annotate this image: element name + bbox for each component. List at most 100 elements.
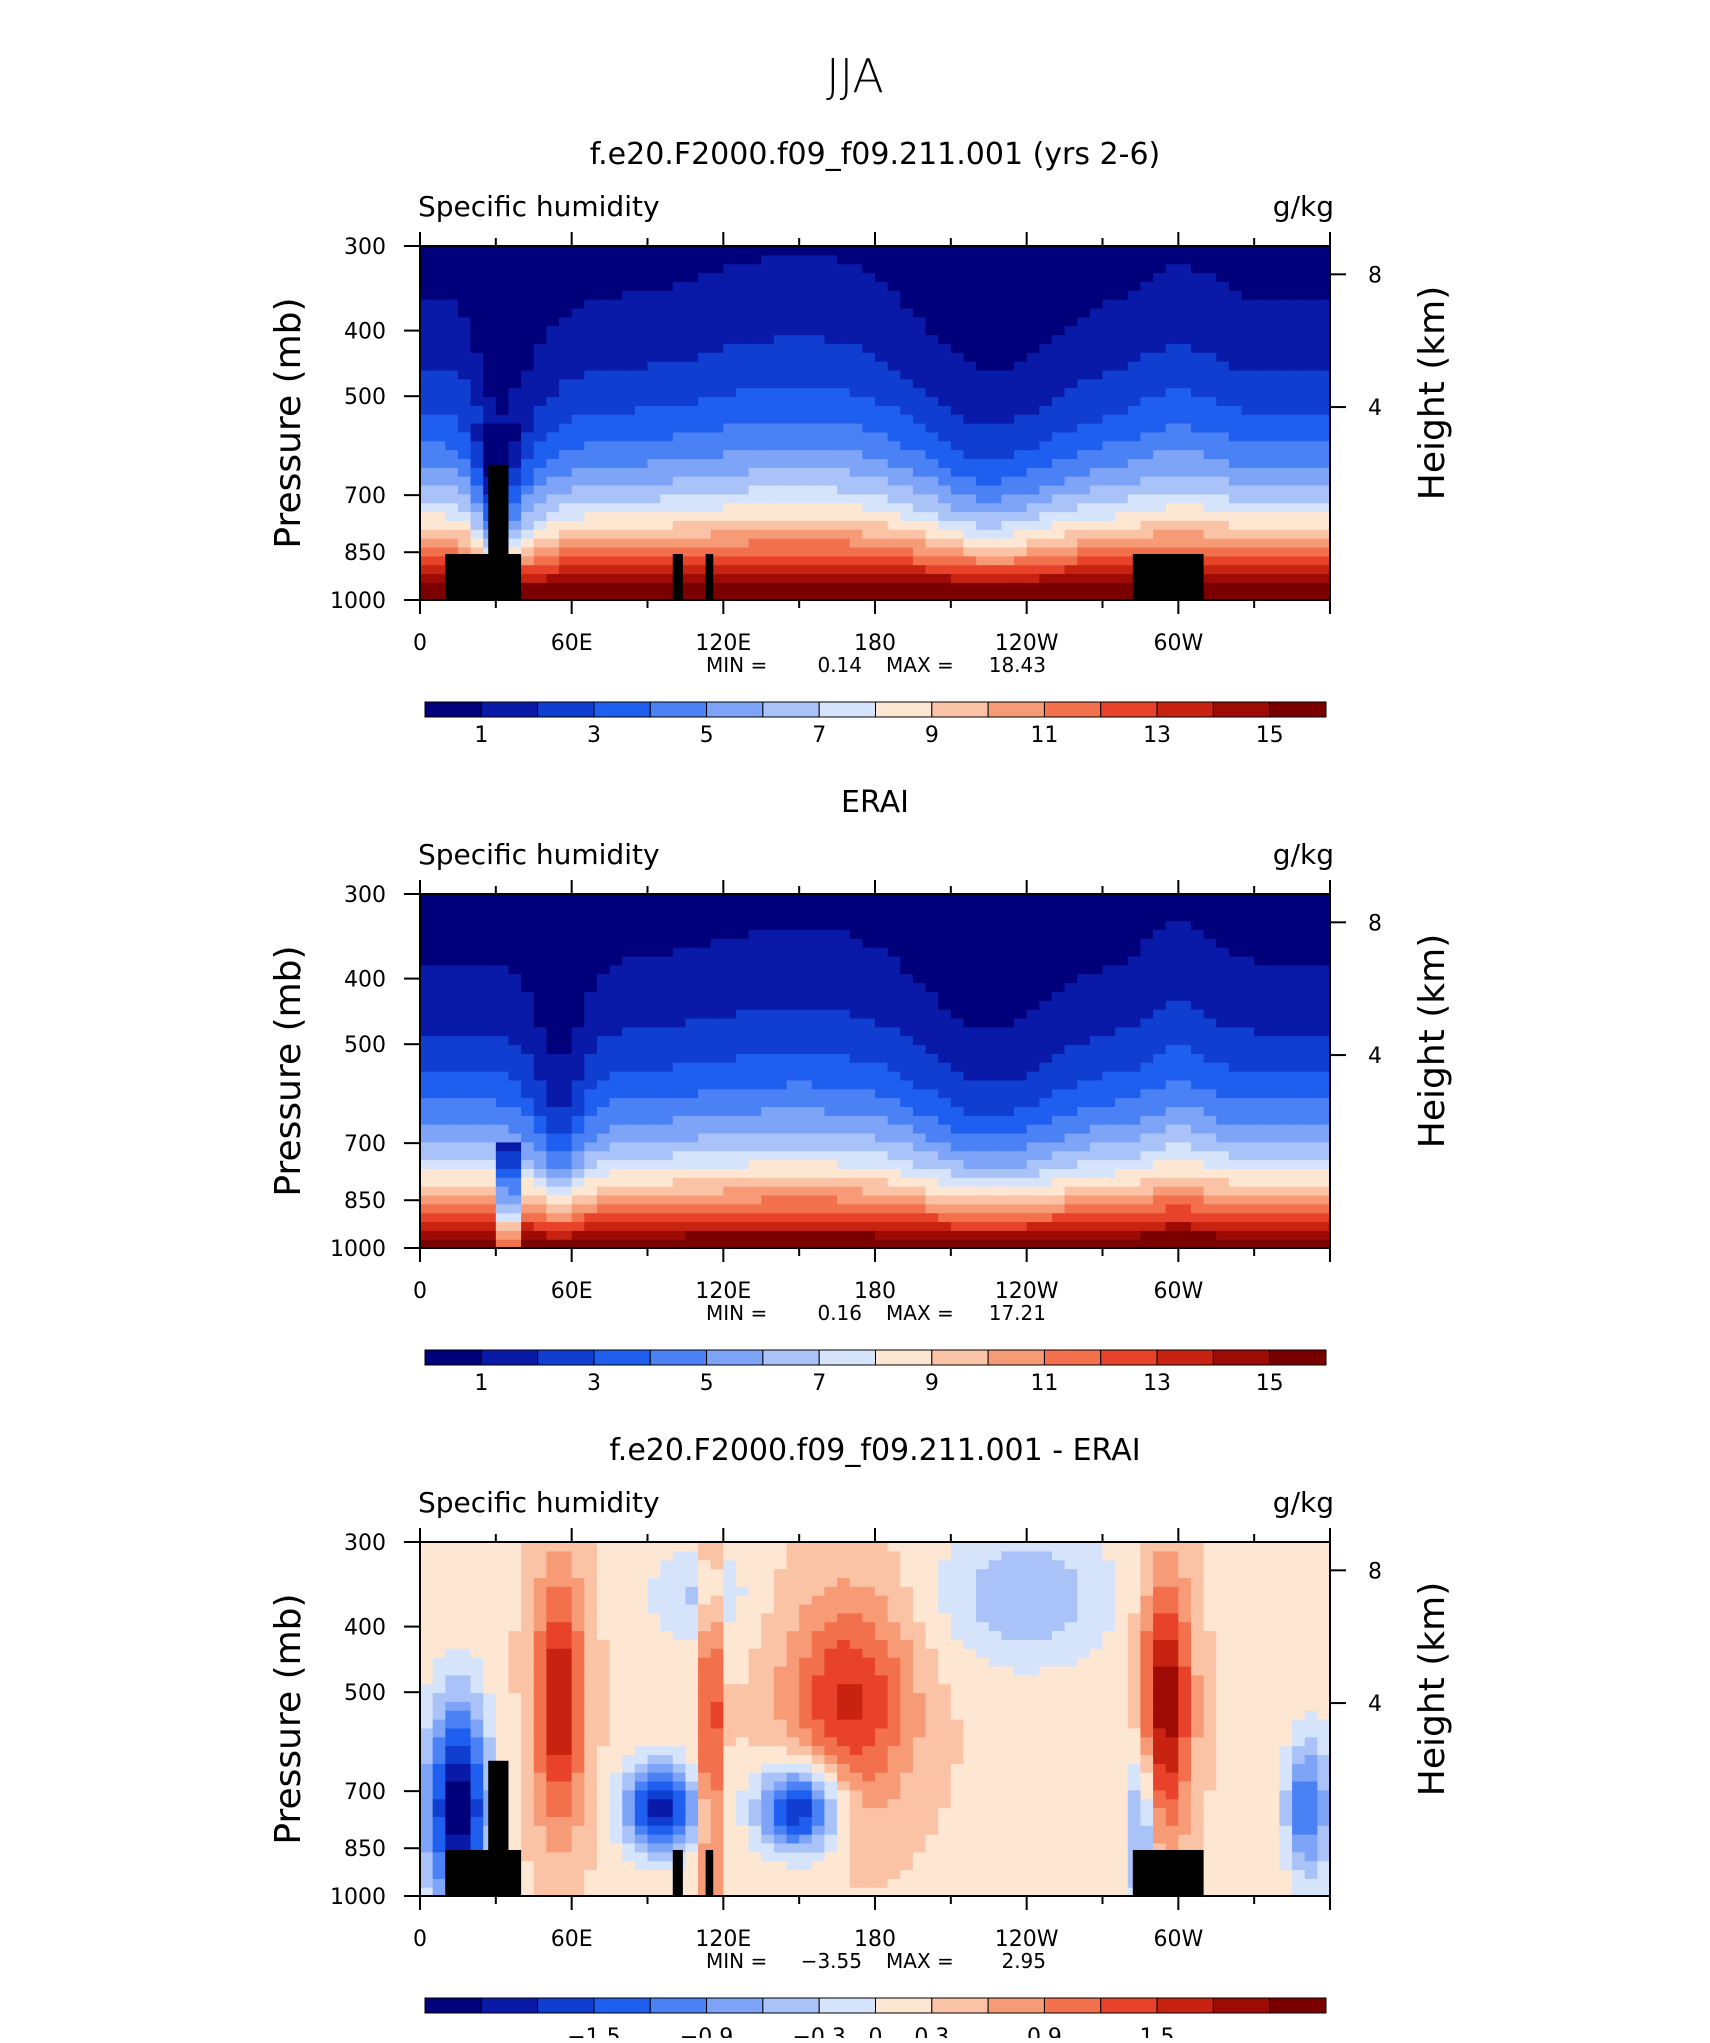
heatmap-cell xyxy=(1140,405,1153,414)
heatmap-cell xyxy=(1242,573,1255,582)
heatmap-cell xyxy=(1267,343,1280,352)
heatmap-cell xyxy=(1115,485,1128,494)
heatmap-cell xyxy=(1001,1080,1014,1089)
heatmap-cell xyxy=(723,1115,736,1124)
heatmap-cell xyxy=(1128,1018,1141,1027)
heatmap-cell xyxy=(875,1124,888,1133)
heatmap-cell xyxy=(1204,1098,1217,1107)
heatmap-cell xyxy=(420,432,433,441)
heatmap-cell xyxy=(913,1080,926,1089)
heatmap-cell xyxy=(1052,565,1065,574)
heatmap-cell xyxy=(787,1089,800,1098)
heatmap-cell xyxy=(458,423,471,432)
heatmap-cell xyxy=(913,529,926,538)
heatmap-cell xyxy=(1229,1027,1242,1036)
heatmap-cell xyxy=(445,529,458,538)
heatmap-cell xyxy=(812,503,825,512)
heatmap-cell xyxy=(774,1213,787,1222)
heatmap-cell xyxy=(1065,556,1078,565)
heatmap-cell xyxy=(1052,1062,1065,1071)
heatmap-cell xyxy=(508,1071,521,1080)
heatmap-cell xyxy=(1279,1133,1292,1142)
heatmap-cell xyxy=(635,370,648,379)
heatmap-cell xyxy=(862,255,875,264)
heatmap-cell xyxy=(445,1000,458,1009)
heatmap-cell xyxy=(1229,414,1242,423)
heatmap-cell xyxy=(572,494,585,503)
heatmap-cell xyxy=(673,494,686,503)
heatmap-cell xyxy=(508,1089,521,1098)
heatmap-cell xyxy=(546,1115,559,1124)
heatmap-cell xyxy=(420,1221,433,1230)
heatmap-cell xyxy=(610,432,623,441)
heatmap-cell xyxy=(749,352,762,361)
heatmap-cell xyxy=(673,1071,686,1080)
heatmap-cell xyxy=(1305,1168,1318,1177)
heatmap-cell xyxy=(1279,520,1292,529)
heatmap-cell xyxy=(799,1204,812,1213)
heatmap-cell xyxy=(824,1106,837,1115)
heatmap-cell xyxy=(926,1221,939,1230)
heatmap-cell xyxy=(584,396,597,405)
heatmap-cell xyxy=(799,547,812,556)
heatmap-cell xyxy=(824,1133,837,1142)
heatmap-cell xyxy=(1153,308,1166,317)
heatmap-cell xyxy=(1153,281,1166,290)
heatmap-cell xyxy=(458,317,471,326)
heatmap-cell xyxy=(774,1142,787,1151)
heatmap-cell xyxy=(483,246,496,255)
heatmap-cell xyxy=(938,1230,951,1239)
heatmap-cell xyxy=(749,1062,762,1071)
heatmap-cell xyxy=(1317,343,1330,352)
heatmap-cell xyxy=(1077,1160,1090,1169)
heatmap-cell xyxy=(546,405,559,414)
heatmap-cell xyxy=(850,370,863,379)
heatmap-cell xyxy=(1229,520,1242,529)
heatmap-cell xyxy=(824,512,837,521)
heatmap-cell xyxy=(698,1018,711,1027)
heatmap-cell xyxy=(723,414,736,423)
heatmap-cell xyxy=(1128,1071,1141,1080)
heatmap-cell xyxy=(1166,1089,1179,1098)
heatmap-cell xyxy=(445,1168,458,1177)
heatmap-cell xyxy=(1242,1186,1255,1195)
heatmap-cell xyxy=(622,1142,635,1151)
heatmap-cell xyxy=(1229,556,1242,565)
heatmap-cell xyxy=(963,343,976,352)
heatmap-cell xyxy=(622,1098,635,1107)
heatmap-cell xyxy=(1292,273,1305,282)
heatmap-cell xyxy=(723,1044,736,1053)
heatmap-cell xyxy=(1090,1186,1103,1195)
heatmap-cell xyxy=(951,370,964,379)
heatmap-cell xyxy=(496,441,509,450)
heatmap-cell xyxy=(1204,352,1217,361)
heatmap-cell xyxy=(1052,1089,1065,1098)
heatmap-cell xyxy=(711,1027,724,1036)
heatmap-cell xyxy=(799,432,812,441)
heatmap-cell xyxy=(951,273,964,282)
heatmap-cell xyxy=(546,476,559,485)
heatmap-cell xyxy=(521,1151,534,1160)
colorbar-swatch xyxy=(425,702,481,717)
heatmap-cell xyxy=(1229,1062,1242,1071)
heatmap-cell xyxy=(976,573,989,582)
heatmap-cell xyxy=(471,273,484,282)
heatmap-cell xyxy=(534,1089,547,1098)
heatmap-cell xyxy=(761,1168,774,1177)
heatmap-cell xyxy=(1065,1221,1078,1230)
heatmap-cell xyxy=(963,556,976,565)
heatmap-cell xyxy=(850,1106,863,1115)
heatmap-cell xyxy=(1001,405,1014,414)
heatmap-cell xyxy=(458,520,471,529)
heatmap-cell xyxy=(1027,1027,1040,1036)
heatmap-cell xyxy=(749,432,762,441)
heatmap-cell xyxy=(521,538,534,547)
heatmap-cell xyxy=(1039,1195,1052,1204)
heatmap-cell xyxy=(420,1027,433,1036)
heatmap-cell xyxy=(1001,1151,1014,1160)
heatmap-cell xyxy=(1242,556,1255,565)
heatmap-cell xyxy=(1077,1168,1090,1177)
heatmap-cell xyxy=(787,405,800,414)
heatmap-cell xyxy=(1090,388,1103,397)
heatmap-cell xyxy=(951,255,964,264)
